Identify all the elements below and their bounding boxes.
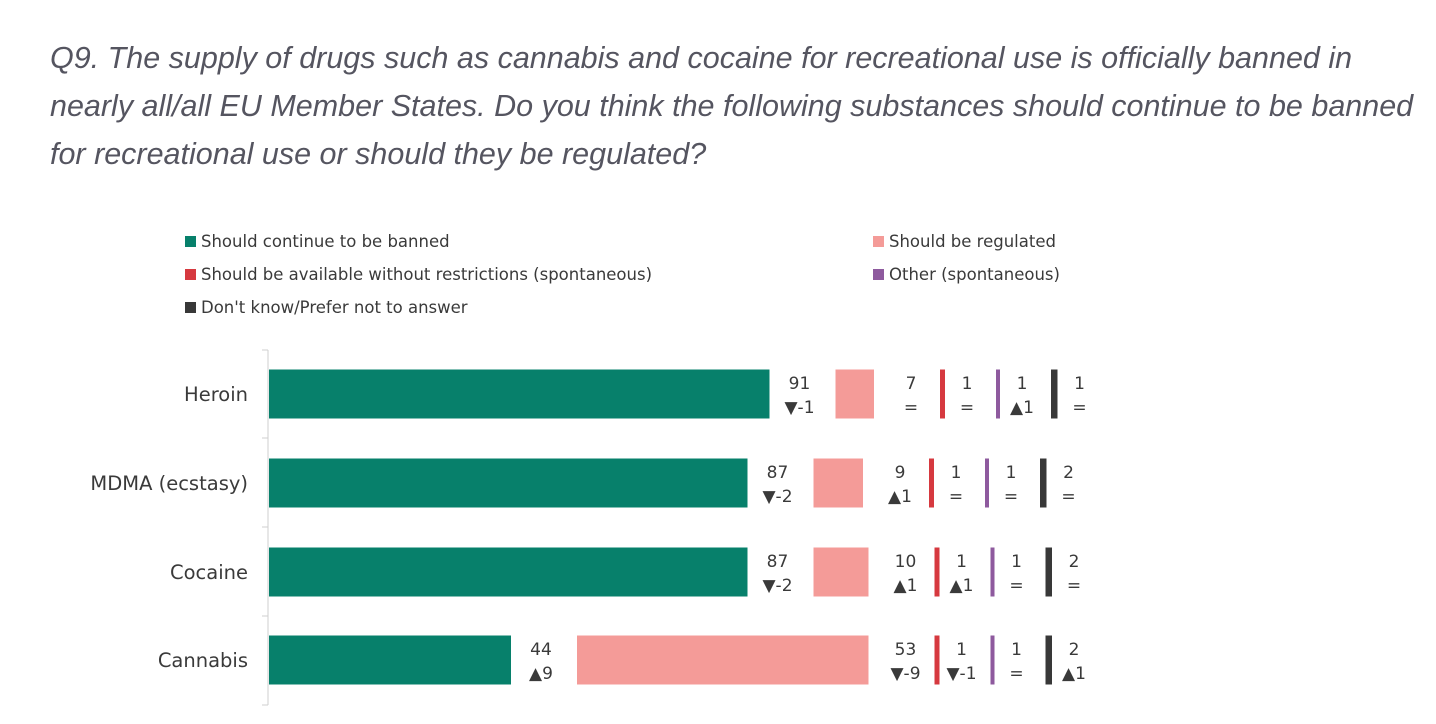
- data-label-change: ▲1: [894, 576, 918, 596]
- data-label-change: =: [960, 398, 974, 418]
- data-label-change: =: [1061, 487, 1075, 507]
- legend-item-banned: Should continue to be banned: [185, 232, 450, 251]
- bar-other: [985, 458, 989, 508]
- bar-regulated: [577, 635, 869, 685]
- data-label-value: 1: [956, 640, 967, 660]
- data-label-value: 1: [1017, 374, 1028, 394]
- bar-other: [990, 547, 995, 597]
- legend-item-unrestricted: Should be available without restrictions…: [185, 265, 652, 284]
- data-label-change: ▲1: [1062, 664, 1086, 684]
- data-label-change: =: [1004, 487, 1018, 507]
- bar-banned: [269, 458, 748, 508]
- data-label-value: 1: [962, 374, 973, 394]
- legend-label-regulated: Should be regulated: [889, 232, 1056, 251]
- data-label-value: 91: [789, 374, 811, 394]
- legend-item-other: Other (spontaneous): [873, 265, 1060, 284]
- data-label-value: 87: [767, 552, 789, 572]
- legend-swatch-other: [873, 269, 884, 280]
- data-label-value: 44: [530, 640, 552, 660]
- data-label-change: ▼-1: [784, 398, 814, 418]
- bar-dont-know: [1040, 458, 1047, 508]
- bar-banned: [269, 547, 748, 597]
- data-label-change: ▲1: [888, 487, 912, 507]
- data-label-value: 7: [906, 374, 917, 394]
- data-label-change: ▲1: [950, 576, 974, 596]
- data-label-value: 2: [1063, 463, 1074, 483]
- bar-regulated: [835, 369, 874, 419]
- bar-row: Heroin 91 ▼-1 7 = 1 = 1 ▲1 1 =: [184, 369, 1087, 419]
- bar-regulated: [813, 458, 863, 508]
- data-label-value: 2: [1069, 640, 1080, 660]
- legend-item-regulated: Should be regulated: [873, 232, 1056, 251]
- bar-row: MDMA (ecstasy) 87 ▼-2 9 ▲1 1 = 1 = 2 =: [90, 458, 1076, 508]
- data-label-value: 1: [1006, 463, 1017, 483]
- legend-label-banned: Should continue to be banned: [201, 232, 450, 251]
- data-label-value: 1: [1011, 552, 1022, 572]
- data-label-value: 87: [767, 463, 789, 483]
- legend-swatch-banned: [185, 236, 196, 247]
- data-label-value: 53: [895, 640, 917, 660]
- legend-item-dont-know: Don't know/Prefer not to answer: [185, 298, 468, 317]
- category-label: Heroin: [184, 383, 248, 406]
- data-label-change: =: [1072, 398, 1086, 418]
- bar-regulated: [813, 547, 869, 597]
- category-label: Cocaine: [170, 561, 248, 584]
- legend-swatch-unrestricted: [185, 269, 196, 280]
- bar-dont-know: [1051, 369, 1058, 419]
- data-label-value: 1: [1011, 640, 1022, 660]
- data-label-change: =: [949, 487, 963, 507]
- data-label-value: 1: [1074, 374, 1085, 394]
- data-label-value: 9: [895, 463, 906, 483]
- question-title: Q9. The supply of drugs such as cannabis…: [50, 41, 1414, 171]
- bar-banned: [269, 635, 511, 685]
- legend-swatch-regulated: [873, 236, 884, 247]
- bar-other: [990, 635, 995, 685]
- data-label-change: ▲9: [529, 664, 553, 684]
- data-label-change: =: [1009, 576, 1023, 596]
- bar-dont-know: [1045, 635, 1052, 685]
- legend-label-unrestricted: Should be available without restrictions…: [201, 265, 653, 284]
- data-label-change: ▲1: [1010, 398, 1034, 418]
- bar-other: [996, 369, 1000, 419]
- bar-unrestricted: [929, 458, 934, 508]
- legend-label-dont-know: Don't know/Prefer not to answer: [201, 298, 468, 317]
- bar-dont-know: [1045, 547, 1052, 597]
- data-label-change: ▼-1: [946, 664, 976, 684]
- data-label-value: 1: [951, 463, 962, 483]
- data-label-change: =: [1067, 576, 1081, 596]
- data-label-change: =: [904, 398, 918, 418]
- data-label-value: 1: [956, 552, 967, 572]
- category-label: MDMA (ecstasy): [90, 472, 248, 495]
- data-label-value: 2: [1069, 552, 1080, 572]
- bar-banned: [269, 369, 770, 419]
- bar-row: Cannabis 44 ▲9 53 ▼-9 1 ▼-1 1 = 2 ▲1: [158, 635, 1086, 685]
- bar-unrestricted: [934, 635, 940, 685]
- data-label-change: ▼-2: [762, 487, 792, 507]
- data-label-value: 10: [895, 552, 917, 572]
- category-label: Cannabis: [158, 649, 248, 672]
- data-label-change: ▼-2: [762, 576, 792, 596]
- bar-unrestricted: [934, 547, 940, 597]
- legend-label-other: Other (spontaneous): [889, 265, 1060, 284]
- bar-row: Cocaine 87 ▼-2 10 ▲1 1 ▲1 1 = 2 =: [170, 547, 1081, 597]
- legend-swatch-dont-know: [185, 302, 196, 313]
- data-label-change: ▼-9: [890, 664, 920, 684]
- data-label-change: =: [1009, 664, 1023, 684]
- bar-unrestricted: [940, 369, 945, 419]
